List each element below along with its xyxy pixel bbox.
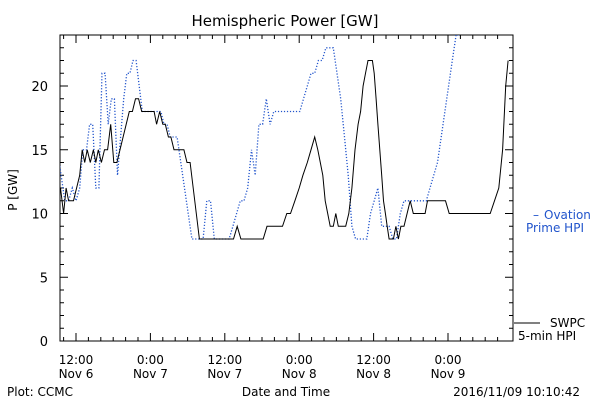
x-tick-label: 12:00	[356, 353, 391, 367]
x-tick-date-label: Nov 6	[59, 367, 94, 381]
legend-swpc-line1: SWPC	[550, 316, 585, 330]
legend-swpc-line2: 5-min HPI	[518, 329, 576, 343]
legend-ovation-marker: –	[533, 208, 539, 222]
plot-frame	[59, 34, 514, 342]
x-tick-label: 12:00	[208, 353, 243, 367]
x-tick-label: 0:00	[286, 353, 313, 367]
x-tick-date-label: Nov 8	[356, 367, 391, 381]
series-ovation-line	[60, 35, 461, 240]
y-tick-label: 0	[40, 335, 48, 350]
legend-ovation-line2: Prime HPI	[526, 221, 584, 235]
x-tick-label: 12:00	[59, 353, 94, 367]
x-axis-label: Date and Time	[242, 385, 330, 399]
plot-source: Plot: CCMC	[7, 385, 73, 399]
y-tick-label: 20	[31, 80, 48, 95]
x-tick-date-label: Nov 9	[431, 367, 466, 381]
series-layer	[60, 35, 509, 240]
x-tick-label: 0:00	[435, 353, 462, 367]
y-axis-label: P [GW]	[6, 169, 20, 211]
legend-ovation-line1: Ovation	[544, 208, 591, 222]
plot-timestamp: 2016/11/09 10:10:42	[453, 385, 580, 399]
y-axis: 0 5 10 15 20	[31, 34, 513, 350]
x-tick-date-label: Nov 7	[133, 367, 168, 381]
y-tick-label: 10	[31, 208, 48, 223]
series-swpc-line	[60, 60, 509, 240]
x-tick-date-label: Nov 7	[207, 367, 242, 381]
x-tick-label: 0:00	[137, 353, 164, 367]
x-tick-date-label: Nov 8	[282, 367, 317, 381]
chart-title: Hemispheric Power [GW]	[192, 12, 379, 30]
y-tick-label: 15	[31, 144, 48, 159]
y-tick-label: 5	[40, 271, 48, 286]
legend: – Ovation Prime HPI SWPC 5-min HPI	[514, 208, 591, 343]
